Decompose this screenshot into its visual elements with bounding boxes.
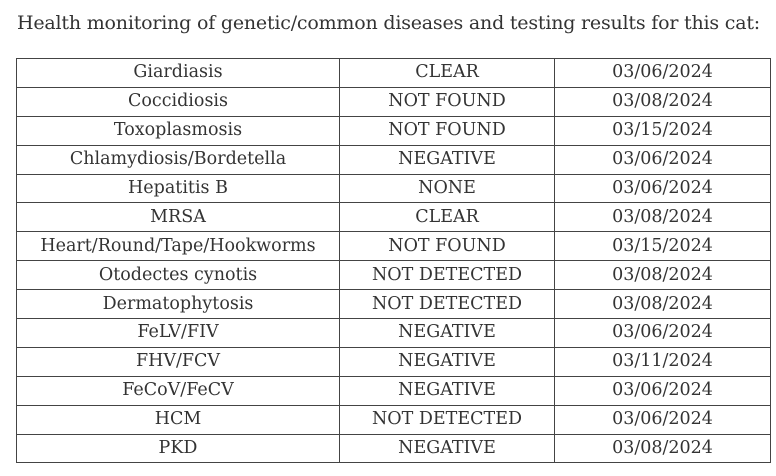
test-name: Toxoplasmosis bbox=[16, 115, 340, 146]
table-row: Hepatitis B NONE 03/06/2024 bbox=[16, 173, 771, 204]
test-result: NOT FOUND bbox=[339, 115, 555, 146]
test-date: 03/08/2024 bbox=[554, 289, 771, 320]
table-row: FeLV/FIV NEGATIVE 03/06/2024 bbox=[16, 318, 771, 348]
test-result: NOT DETECTED bbox=[339, 404, 555, 435]
table-row: PKD NEGATIVE 03/08/2024 bbox=[16, 433, 771, 464]
test-date: 03/08/2024 bbox=[554, 202, 771, 233]
test-name: FHV/FCV bbox=[16, 346, 340, 377]
table-row: Heart/Round/Tape/Hookworms NOT FOUND 03/15… bbox=[16, 231, 771, 262]
test-date: 03/06/2024 bbox=[554, 375, 771, 406]
test-result: NONE bbox=[339, 173, 555, 204]
test-result: NOT FOUND bbox=[339, 231, 555, 262]
test-name: Dermatophytosis bbox=[16, 289, 340, 320]
test-result: NEGATIVE bbox=[339, 433, 555, 464]
table-row: Dermatophytosis NOT DETECTED 03/08/2024 bbox=[16, 289, 771, 320]
test-result: NEGATIVE bbox=[339, 346, 555, 377]
test-date: 03/11/2024 bbox=[554, 346, 771, 377]
table-row: Chlamydiosis/Bordetella NEGATIVE 03/06/202… bbox=[16, 144, 771, 175]
test-name: Otodectes cynotis bbox=[16, 260, 340, 291]
table-row: Otodectes cynotis NOT DETECTED 03/08/2024 bbox=[16, 260, 771, 291]
results-table: Giardiasis CLEAR 03/06/2024 Coccidiosis NOT … bbox=[16, 58, 771, 464]
table-row: Giardiasis CLEAR 03/06/2024 bbox=[16, 58, 771, 88]
test-result: NEGATIVE bbox=[339, 375, 555, 406]
table-row: FeCoV/FeCV NEGATIVE 03/06/2024 bbox=[16, 375, 771, 406]
test-date: 03/06/2024 bbox=[554, 58, 771, 88]
test-name: Chlamydiosis/Bordetella bbox=[16, 144, 340, 175]
test-name: FeCoV/FeCV bbox=[16, 375, 340, 406]
test-result: NOT FOUND bbox=[339, 86, 555, 117]
test-date: 03/08/2024 bbox=[554, 260, 771, 291]
test-result: CLEAR bbox=[339, 58, 555, 88]
test-name: Heart/Round/Tape/Hookworms bbox=[16, 231, 340, 262]
test-name: FeLV/FIV bbox=[16, 318, 340, 348]
table-body: Giardiasis CLEAR 03/06/2024 Coccidiosis NOT … bbox=[16, 58, 771, 464]
test-result: NOT DETECTED bbox=[339, 260, 555, 291]
test-date: 03/15/2024 bbox=[554, 115, 771, 146]
test-date: 03/06/2024 bbox=[554, 318, 771, 348]
test-result: NEGATIVE bbox=[339, 318, 555, 348]
table-row: Coccidiosis NOT FOUND 03/08/2024 bbox=[16, 86, 771, 117]
test-date: 03/06/2024 bbox=[554, 173, 771, 204]
test-date: 03/06/2024 bbox=[554, 404, 771, 435]
test-name: PKD bbox=[16, 433, 340, 464]
test-date: 03/06/2024 bbox=[554, 144, 771, 175]
test-result: NEGATIVE bbox=[339, 144, 555, 175]
table-row: HCM NOT DETECTED 03/06/2024 bbox=[16, 404, 771, 435]
test-date: 03/15/2024 bbox=[554, 231, 771, 262]
test-date: 03/08/2024 bbox=[554, 433, 771, 464]
table-row: Toxoplasmosis NOT FOUND 03/15/2024 bbox=[16, 115, 771, 146]
test-result: CLEAR bbox=[339, 202, 555, 233]
test-name: Giardiasis bbox=[16, 58, 340, 88]
table-row: MRSA CLEAR 03/08/2024 bbox=[16, 202, 771, 233]
test-result: NOT DETECTED bbox=[339, 289, 555, 320]
test-name: Coccidiosis bbox=[16, 86, 340, 117]
test-name: MRSA bbox=[16, 202, 340, 233]
table-row: FHV/FCV NEGATIVE 03/11/2024 bbox=[16, 346, 771, 377]
title: Health monitoring of genetic/common dise… bbox=[17, 12, 760, 34]
test-date: 03/08/2024 bbox=[554, 86, 771, 117]
test-name: Hepatitis B bbox=[16, 173, 340, 204]
test-name: HCM bbox=[16, 404, 340, 435]
